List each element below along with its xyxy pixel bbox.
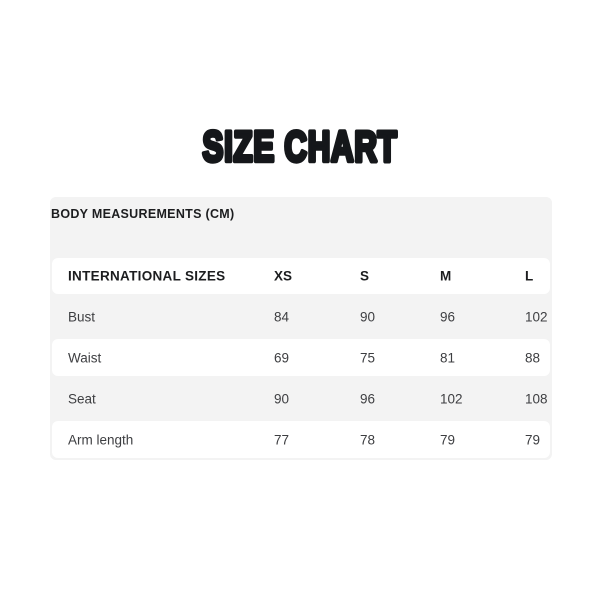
svg-text:SIZE CHART: SIZE CHART — [203, 122, 398, 170]
